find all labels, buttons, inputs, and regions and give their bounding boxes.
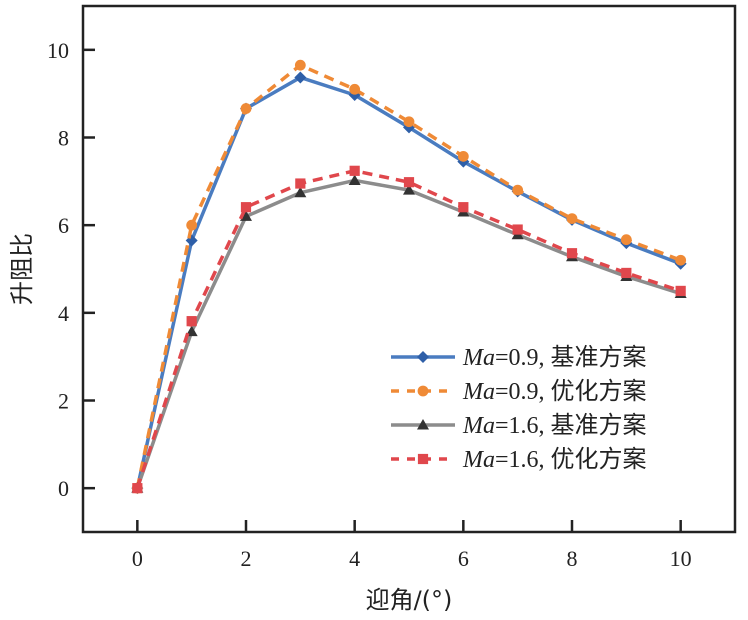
legend-item: Ma=1.6, 基准方案 xyxy=(391,412,647,439)
data-point xyxy=(294,186,307,198)
legend-label: Ma=0.9, 优化方案 xyxy=(462,378,647,405)
data-point xyxy=(348,174,361,185)
data-point xyxy=(403,116,415,128)
data-point xyxy=(566,248,578,259)
data-point xyxy=(675,254,687,266)
series-line xyxy=(135,169,682,489)
x-tick-label: 2 xyxy=(241,546,252,571)
data-point xyxy=(457,150,469,162)
data-point xyxy=(349,83,361,95)
data-point xyxy=(240,202,252,213)
data-point xyxy=(403,184,415,195)
data-point xyxy=(186,219,198,231)
legend-marker xyxy=(417,385,429,397)
y-axis-title: 升阻比 xyxy=(8,233,36,305)
legend-label-rest: =1.6, 基准方案 xyxy=(495,412,647,439)
x-tick-label: 8 xyxy=(567,546,578,571)
legend-label-italic: Ma xyxy=(462,345,495,371)
y-tick-label: 8 xyxy=(58,126,69,151)
legend-item: Ma=0.9, 优化方案 xyxy=(391,378,647,405)
legend-label-italic: Ma xyxy=(462,379,495,405)
y-tick-label: 4 xyxy=(58,301,69,326)
axis-layer: 0 2 4 6 8 10 0 2 4 6 8 10 xyxy=(47,38,692,571)
x-tick-label: 4 xyxy=(349,546,360,571)
series-layer xyxy=(131,59,687,495)
y-tick-label: 2 xyxy=(58,389,69,414)
legend-label: Ma=0.9, 基准方案 xyxy=(462,344,647,371)
data-point xyxy=(240,210,252,221)
y-tick-label: 6 xyxy=(58,213,69,238)
legend-item: Ma=0.9, 基准方案 xyxy=(391,344,647,371)
plot-frame xyxy=(81,4,737,534)
data-point xyxy=(186,316,197,327)
series-3 xyxy=(132,165,686,494)
legend-label-rest: =0.9, 优化方案 xyxy=(495,378,647,405)
data-point xyxy=(295,178,306,189)
data-point xyxy=(294,71,307,84)
data-point xyxy=(566,213,578,224)
series-line xyxy=(135,178,682,489)
data-point xyxy=(458,202,469,213)
y-tick-label: 10 xyxy=(47,38,69,63)
data-point xyxy=(349,165,360,176)
data-point xyxy=(240,103,252,114)
data-point xyxy=(675,285,686,297)
legend-label-rest: =0.9, 基准方案 xyxy=(495,344,647,371)
legend-label: Ma=1.6, 基准方案 xyxy=(462,412,647,439)
x-tick-label: 6 xyxy=(458,546,469,571)
x-tick-label: 10 xyxy=(670,546,692,571)
data-point xyxy=(294,59,306,71)
x-axis-title: 迎角/(°) xyxy=(366,586,453,614)
legend-label-rest: =1.6, 优化方案 xyxy=(495,446,647,473)
data-point xyxy=(403,177,415,188)
data-point xyxy=(132,483,143,494)
data-point xyxy=(620,234,632,246)
legend-label-italic: Ma xyxy=(462,413,495,439)
data-point xyxy=(185,234,198,247)
legend-label: Ma=1.6, 优化方案 xyxy=(462,446,647,473)
legend-marker xyxy=(417,453,429,465)
x-tick-label: 0 xyxy=(132,546,143,571)
data-point xyxy=(621,267,632,279)
legend-marker xyxy=(417,419,429,430)
data-point xyxy=(512,224,523,235)
series-2 xyxy=(131,174,687,493)
legend-item: Ma=1.6, 优化方案 xyxy=(391,446,647,473)
data-point xyxy=(512,184,524,196)
y-tick-label: 0 xyxy=(58,476,69,501)
legend-label-italic: Ma xyxy=(462,447,495,473)
legend-marker xyxy=(417,351,429,363)
